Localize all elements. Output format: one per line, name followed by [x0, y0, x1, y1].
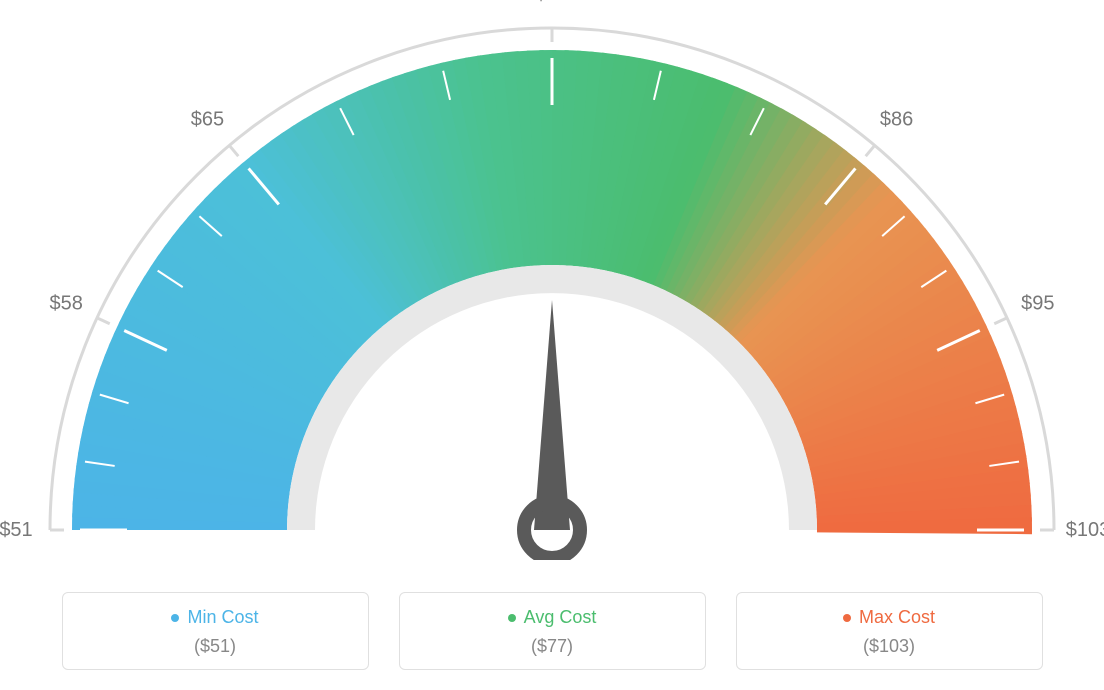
- dot-min: [171, 614, 179, 622]
- svg-text:$51: $51: [0, 519, 33, 541]
- svg-text:$103: $103: [1066, 519, 1104, 541]
- legend-avg: Avg Cost ($77): [399, 592, 706, 670]
- legend: Min Cost ($51) Avg Cost ($77) Max Cost (…: [0, 592, 1104, 670]
- dot-avg: [508, 614, 516, 622]
- legend-max-value: ($103): [737, 636, 1042, 657]
- legend-max-label: Max Cost: [859, 607, 935, 628]
- svg-text:$77: $77: [535, 0, 568, 5]
- cost-gauge: $51 $58 $65 $77 $86 $95 $103: [0, 0, 1104, 560]
- dot-max: [843, 614, 851, 622]
- svg-text:$86: $86: [880, 108, 913, 130]
- legend-min-value: ($51): [63, 636, 368, 657]
- svg-text:$95: $95: [1021, 292, 1054, 314]
- svg-text:$65: $65: [191, 108, 224, 130]
- svg-text:$58: $58: [50, 292, 83, 314]
- legend-avg-label: Avg Cost: [524, 607, 597, 628]
- legend-min-label: Min Cost: [187, 607, 258, 628]
- legend-avg-value: ($77): [400, 636, 705, 657]
- legend-min: Min Cost ($51): [62, 592, 369, 670]
- legend-max: Max Cost ($103): [736, 592, 1043, 670]
